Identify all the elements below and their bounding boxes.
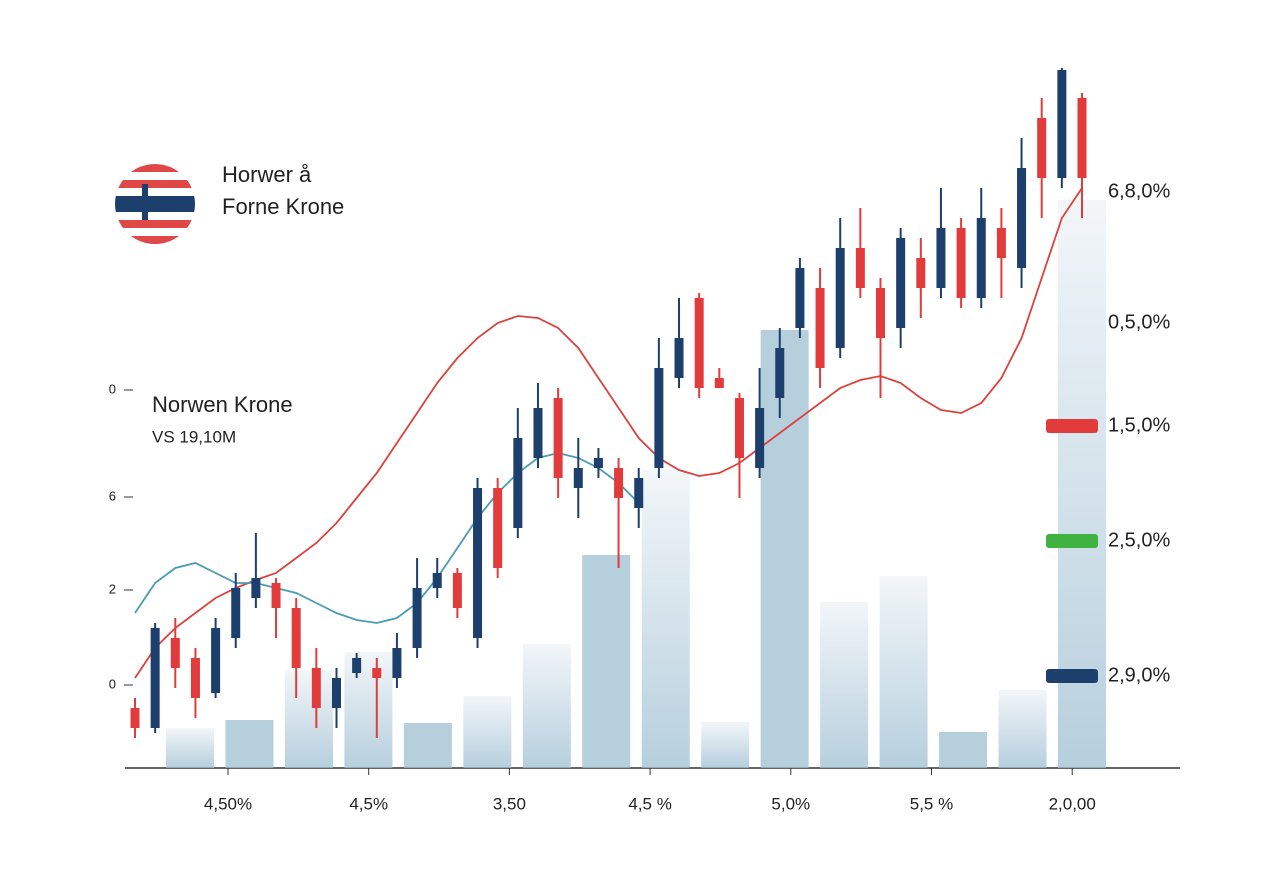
candle-body	[876, 288, 886, 338]
candle-body	[1037, 118, 1047, 178]
candle-body	[976, 218, 986, 298]
candle-body	[130, 708, 140, 728]
candle-body	[896, 238, 906, 328]
legend-label: 6,8,0%	[1108, 180, 1170, 202]
candle-body	[775, 348, 785, 398]
legend-swatch	[1046, 669, 1098, 683]
candle-body	[150, 628, 160, 728]
legend-swatch	[1046, 534, 1098, 548]
candle-body	[251, 578, 261, 598]
volume-bar	[403, 723, 452, 768]
y-tick-label: 0	[109, 381, 116, 396]
y-tick-label: 2	[109, 581, 116, 596]
title: Horwer å	[222, 162, 312, 187]
candle-body	[614, 468, 624, 498]
candle-body	[795, 268, 805, 328]
x-tick-label: 2,0,00	[1049, 794, 1096, 813]
candle-body	[211, 628, 221, 693]
candle-body	[513, 438, 523, 528]
candle-body	[755, 408, 765, 468]
candle-body	[190, 658, 200, 698]
volume-bar	[284, 670, 333, 768]
candle-body	[835, 248, 845, 348]
candle-body	[231, 588, 241, 638]
volume-bar	[939, 732, 988, 768]
trend-line	[134, 187, 1083, 679]
candle-body	[734, 398, 744, 458]
volume-bar	[701, 722, 750, 768]
volume-bar	[760, 330, 809, 768]
candle-body	[473, 488, 483, 638]
volume-bar	[582, 555, 631, 768]
candle-body	[533, 408, 543, 458]
candle-body	[170, 638, 180, 668]
candle-body	[1057, 70, 1067, 178]
trend-line	[134, 452, 640, 624]
subtitle: Norwen Krone	[152, 392, 293, 417]
title: Forne Krone	[222, 194, 344, 219]
candle-body	[916, 258, 926, 288]
candle-body	[331, 678, 341, 708]
x-tick-label: 4,5%	[349, 794, 388, 813]
candle-body	[654, 368, 664, 468]
volume-bar	[166, 728, 214, 768]
volume-bar	[820, 602, 869, 768]
volume-bar	[463, 696, 512, 768]
candle-body	[573, 468, 583, 488]
y-tick-label: 6	[109, 488, 116, 503]
candle-body	[493, 488, 503, 568]
candle-body	[553, 398, 563, 478]
candle-body	[815, 288, 825, 368]
legend-label: 2,9,0%	[1108, 664, 1170, 686]
candle-body	[311, 668, 321, 708]
candle-body	[1077, 98, 1087, 178]
x-tick-label: 4,5 %	[628, 794, 671, 813]
volume-bar	[225, 720, 274, 768]
legend-label: 0,5,0%	[1108, 311, 1170, 333]
candle-body	[996, 228, 1006, 258]
candle-body	[372, 668, 382, 678]
volume-bar	[641, 470, 690, 768]
candle-body	[936, 228, 946, 288]
candle-body	[352, 658, 362, 673]
x-tick-label: 4,50%	[204, 794, 252, 813]
x-tick-label: 5,5 %	[910, 794, 953, 813]
candle-body	[634, 478, 644, 508]
candle-body	[694, 298, 704, 388]
subtitle: VS 19,10M	[152, 427, 236, 446]
candle-body	[412, 588, 422, 648]
x-tick-label: 5,0%	[771, 794, 810, 813]
candle-body	[392, 648, 402, 678]
candle-body	[432, 573, 442, 588]
flag-icon	[115, 164, 195, 244]
candle-body	[956, 228, 966, 298]
candle-body	[855, 248, 865, 288]
candle-body	[271, 583, 281, 608]
volume-bar	[879, 576, 928, 768]
legend-swatch	[1046, 419, 1098, 433]
candle-body	[1017, 168, 1027, 268]
candle-body	[714, 378, 724, 388]
volume-bar	[522, 644, 571, 768]
volume-bar	[998, 690, 1047, 768]
candle-body	[291, 608, 301, 668]
x-tick-label: 3,50	[493, 794, 526, 813]
y-tick-label: 0	[109, 676, 116, 691]
legend-label: 1,5,0%	[1108, 414, 1170, 436]
candle-body	[674, 338, 684, 378]
candle-body	[452, 573, 462, 608]
candle-body	[593, 458, 603, 468]
legend-label: 2,5,0%	[1108, 529, 1170, 551]
volume-bar	[344, 652, 393, 768]
